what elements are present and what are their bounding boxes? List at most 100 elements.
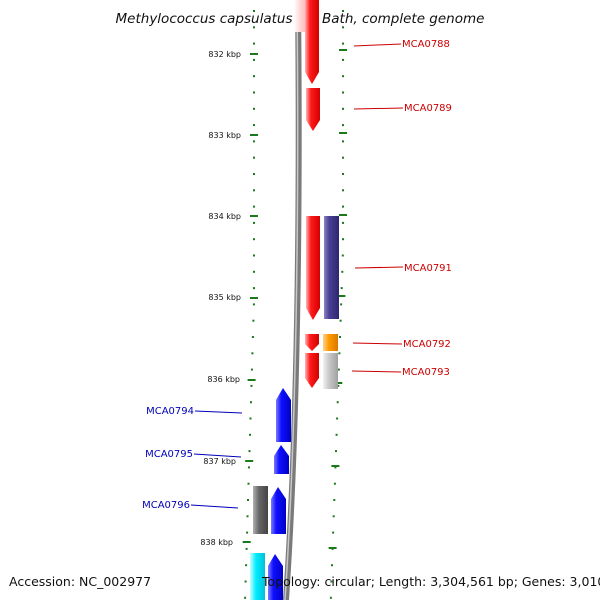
outer-ruler-dot [336, 417, 339, 420]
outer-ruler-dot [337, 384, 340, 387]
outer-ruler-dot [342, 91, 344, 94]
genome-summary-text: Topology: circular; Length: 3,304,561 bp… [262, 574, 600, 589]
outer-ruler-dot [342, 75, 344, 78]
outer-ruler-dot [342, 205, 344, 208]
inner-ruler-dot [244, 580, 247, 583]
inner-ruler-dot [253, 270, 255, 273]
inner-ruler-dot [246, 515, 249, 518]
gene-labels: MCA0788 MCA0789 MCA0791 MCA0792 MCA0793 … [142, 39, 452, 511]
gene-label-mca0789[interactable]: MCA0789 [404, 103, 452, 114]
inner-ruler-dot [249, 433, 251, 436]
inner-ruler-dot [245, 547, 248, 550]
genome-backbone [283, 0, 302, 600]
inner-ruler-dot [253, 140, 255, 143]
outer-ruler-dot [342, 156, 344, 159]
leader-line [194, 410, 243, 414]
outer-ruler-major-tick [337, 295, 346, 297]
inner-ruler-dot [251, 336, 254, 338]
inner-ruler-dot [250, 384, 253, 387]
outer-ruler-dot [339, 336, 341, 338]
ruler-tracks [242, 10, 347, 599]
gene-mca0792-arrow[interactable] [305, 334, 319, 351]
gene-partial-blue-arrow[interactable] [268, 554, 283, 600]
leader-line [352, 342, 403, 345]
inner-ruler-dot [253, 26, 255, 29]
gene-mca0793-arrow[interactable] [305, 353, 319, 388]
outer-ruler-dot [342, 42, 344, 45]
tick-label: 832 kbp [208, 50, 241, 59]
tick-label: 833 kbp [208, 131, 241, 140]
outer-ruler-dot [342, 173, 344, 175]
gene-mca0796-arrow[interactable] [271, 487, 286, 534]
inner-ruler-major-tick [250, 215, 258, 217]
inner-ruler-dot [253, 156, 255, 159]
outer-ruler-major-tick [334, 382, 343, 384]
inner-ruler-dot [248, 466, 250, 469]
inner-ruler-dot [253, 124, 255, 127]
gene-label-mca0792[interactable]: MCA0792 [403, 339, 451, 350]
leader-line [193, 453, 242, 458]
inner-ruler-dot [253, 238, 255, 241]
inner-ruler-dot [251, 352, 254, 355]
inner-ruler-major-tick [245, 460, 254, 462]
gene-label-mca0794[interactable]: MCA0794 [146, 406, 194, 417]
outer-ruler-dot [340, 303, 343, 306]
genome-backbone-highlight [284, 0, 299, 600]
outer-ruler-dot [342, 189, 344, 192]
gene-mca0788-arrow[interactable] [305, 0, 319, 84]
outer-ruler-dot [333, 482, 336, 485]
gene-label-mca0793[interactable]: MCA0793 [402, 367, 450, 378]
leader-line [354, 266, 404, 269]
inner-ruler-dot [250, 401, 252, 404]
gene-label-mca0796[interactable]: MCA0796 [142, 500, 190, 511]
inner-ruler-dot [253, 173, 255, 175]
gene-partial-pink[interactable] [294, 0, 306, 32]
outer-ruler-dot [335, 450, 337, 453]
outer-ruler-dot [329, 596, 332, 599]
inner-ruler-dot [253, 75, 255, 78]
outer-ruler-dot [340, 287, 343, 290]
gene-cyan-feature[interactable] [250, 553, 265, 600]
tick-label: 837 kbp [203, 457, 236, 466]
inner-ruler-dot [246, 531, 249, 534]
inner-ruler-major-tick [250, 297, 258, 299]
gene-indigo-feature[interactable] [324, 216, 339, 319]
outer-ruler-dot [338, 352, 341, 355]
inner-ruler-dot [253, 254, 255, 257]
inner-ruler-major-tick [247, 379, 256, 381]
gene-mca0794-arrow[interactable] [276, 388, 291, 442]
gene-mca0789-arrow[interactable] [306, 88, 320, 131]
outer-ruler-major-tick [328, 547, 337, 549]
inner-ruler-dot [244, 596, 247, 599]
outer-ruler-dot [331, 564, 333, 567]
outer-ruler-dot [339, 319, 342, 322]
gene-label-mca0788[interactable]: MCA0788 [402, 39, 450, 50]
tick-label: 836 kbp [207, 375, 240, 384]
outer-ruler-dot [342, 124, 344, 127]
gene-dark-grey-feature[interactable] [253, 486, 268, 534]
outer-ruler-dot [337, 368, 340, 371]
leader-line [353, 107, 404, 110]
inner-ruler-major-tick [250, 53, 258, 55]
gene-label-mca0791[interactable]: MCA0791 [404, 263, 452, 274]
gene-mca0795-arrow[interactable] [274, 445, 289, 474]
outer-ruler-dot [332, 515, 335, 518]
outer-ruler-major-tick [331, 465, 340, 467]
outer-ruler-major-tick [339, 49, 347, 51]
gene-label-mca0795[interactable]: MCA0795 [145, 449, 193, 460]
leader-line [353, 43, 402, 47]
inner-ruler-dot [253, 10, 255, 12]
inner-ruler-dot [247, 482, 250, 485]
inner-ruler-dot [247, 499, 249, 501]
gene-mca0791-arrow[interactable] [306, 216, 320, 320]
outer-ruler-dot [342, 238, 344, 241]
inner-ruler-dot [250, 368, 253, 371]
outer-ruler-major-tick [339, 132, 347, 134]
outer-ruler-dot [335, 433, 338, 436]
gene-grey-feature[interactable] [323, 353, 338, 389]
gene-orange-feature[interactable] [323, 334, 338, 351]
outer-ruler-dot [342, 58, 344, 61]
outer-ruler-dot [332, 531, 335, 534]
outer-ruler-dot [342, 140, 344, 143]
